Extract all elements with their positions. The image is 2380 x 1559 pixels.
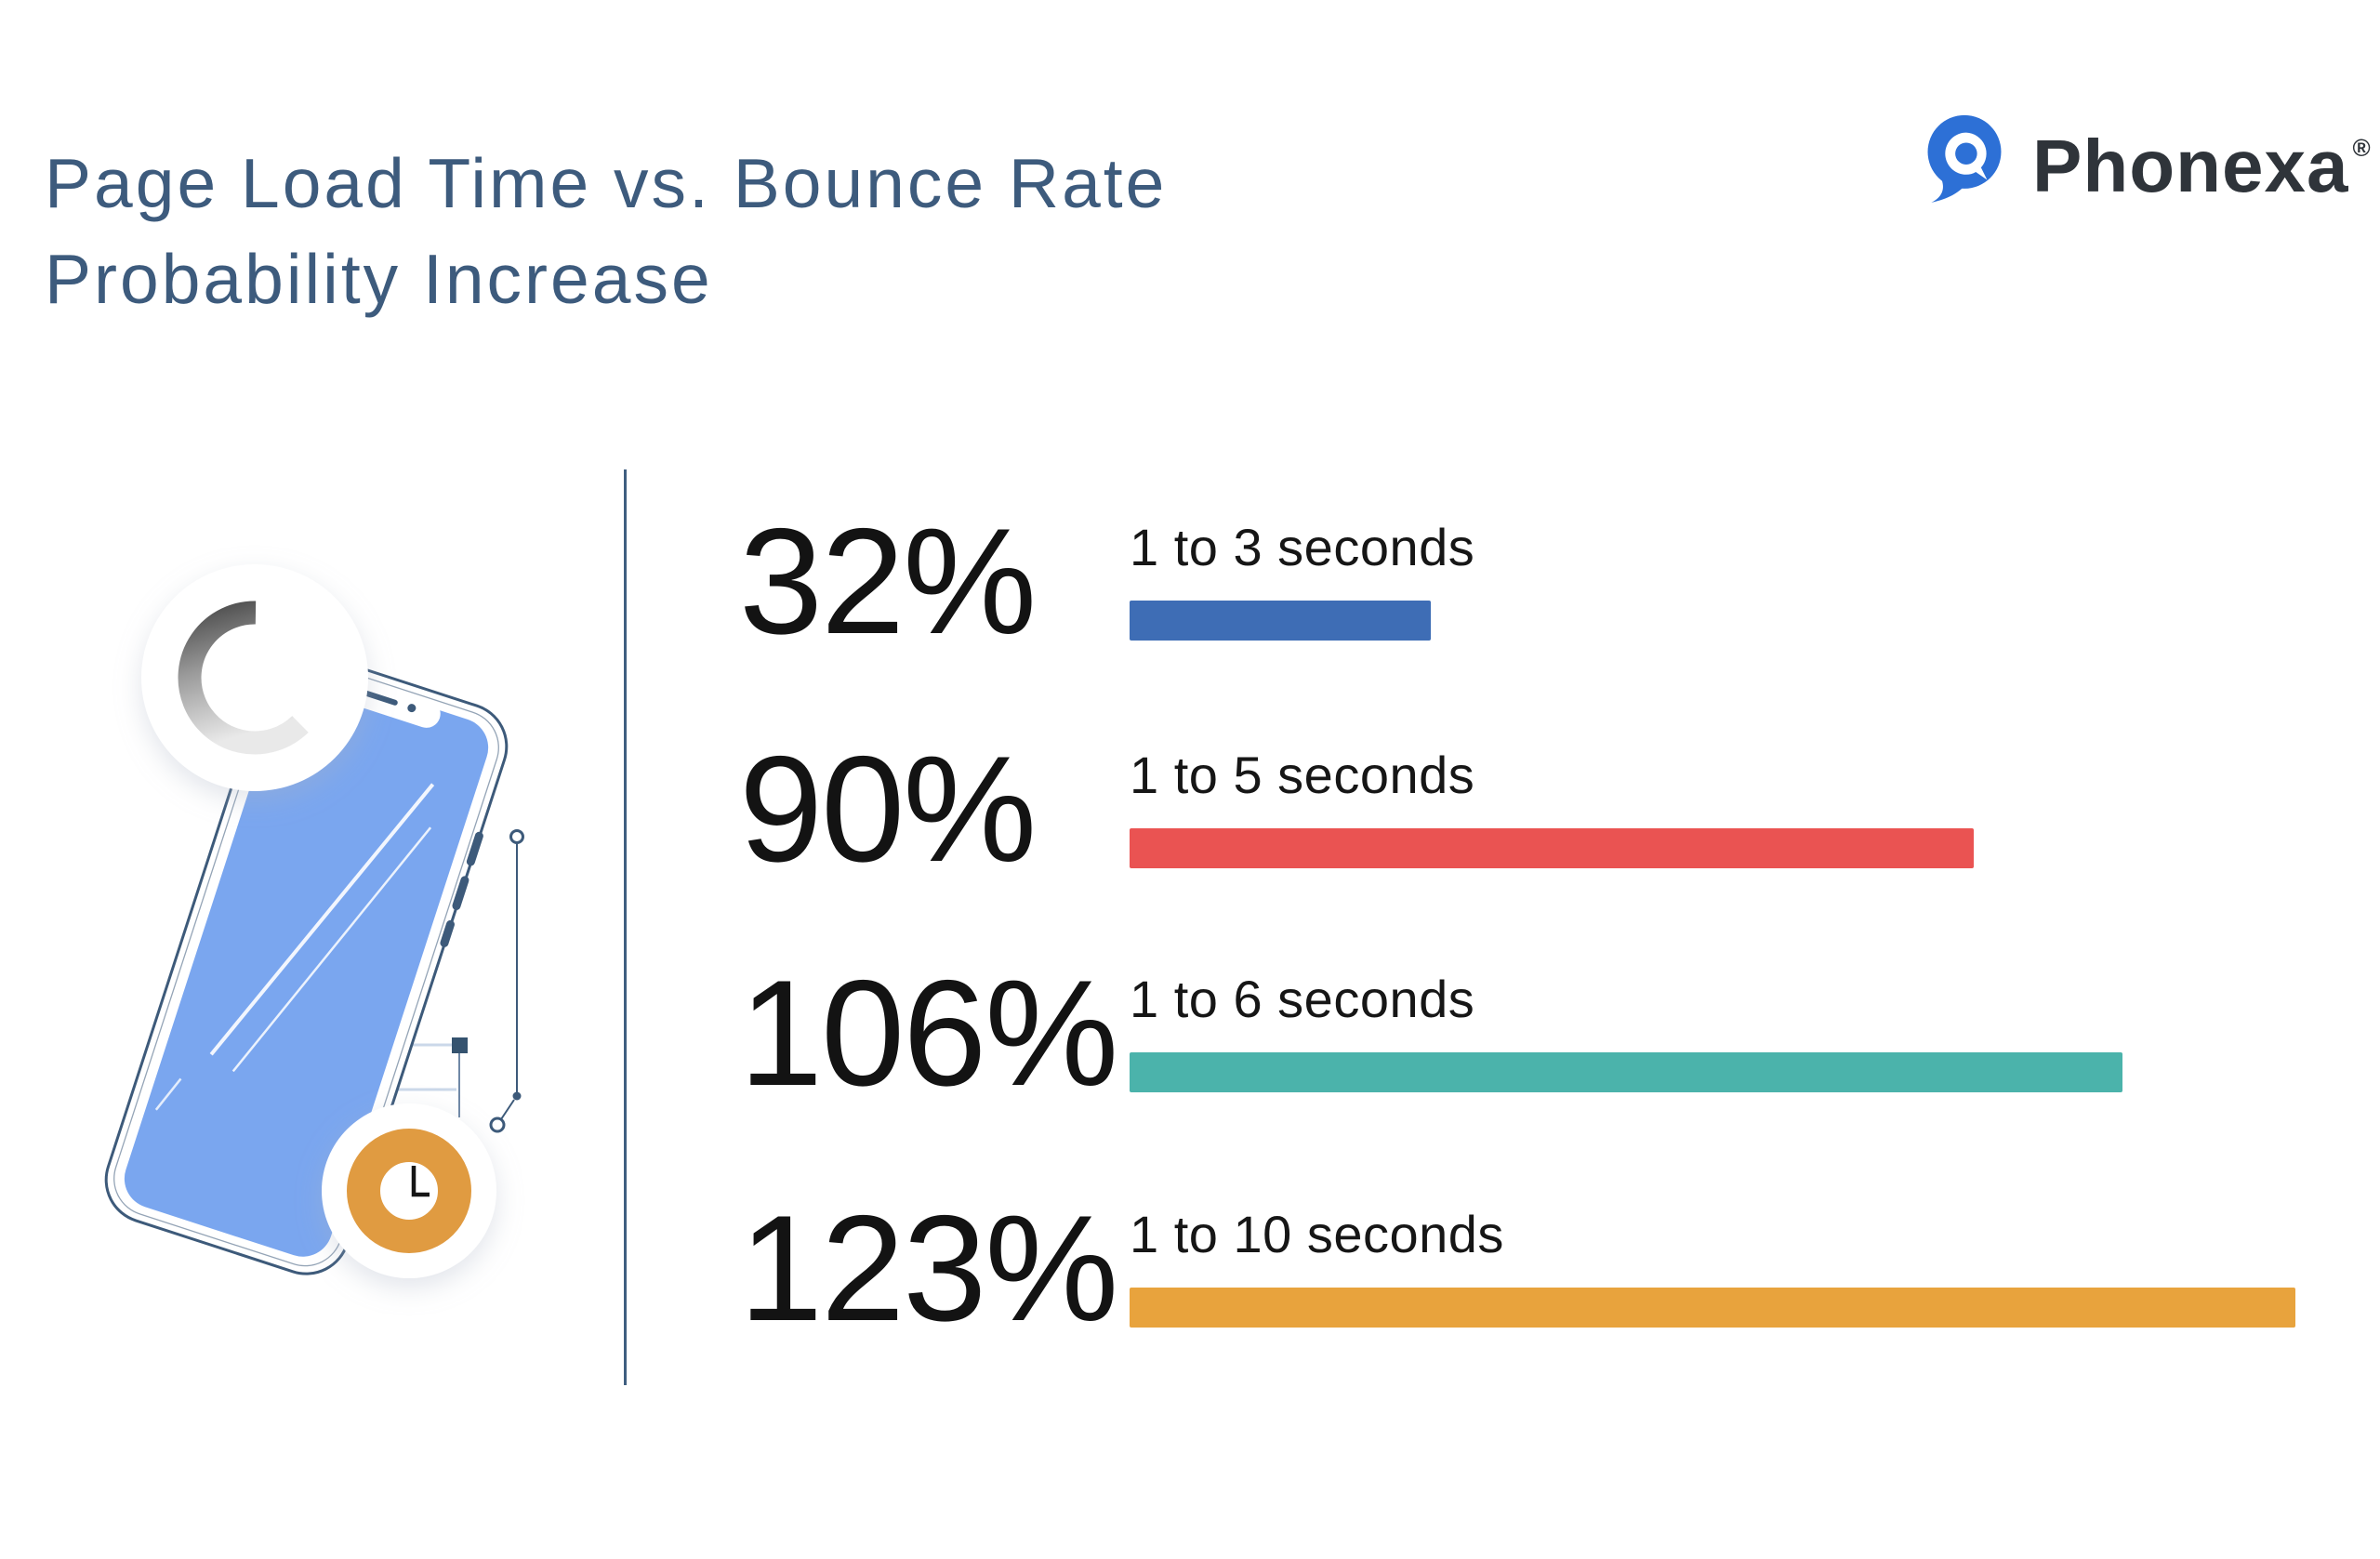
phone-loading-illustration — [104, 564, 524, 1278]
bar — [1130, 828, 1974, 868]
brand-logo: Phonexa ® — [1921, 102, 2372, 212]
registered-mark: ® — [2352, 134, 2372, 162]
phone-side-buttons — [440, 831, 483, 947]
brand-name-text: Phonexa — [2032, 125, 2349, 207]
phone-camera — [407, 704, 416, 713]
smartphone-icon — [104, 651, 509, 1275]
page-title: Page Load Time vs. Bounce Rate Probabili… — [45, 136, 1167, 327]
bar-group: 1 to 6 seconds — [1130, 971, 2122, 1092]
bar — [1130, 1288, 2295, 1328]
category-label: 1 to 10 seconds — [1130, 1205, 1504, 1263]
dimension-line — [489, 829, 524, 1133]
category-label: 1 to 3 seconds — [1130, 518, 1475, 576]
value-label: 106% — [739, 949, 1118, 1117]
page-title-line-1: Page Load Time vs. Bounce Rate — [45, 144, 1168, 223]
brand-name: Phonexa ® — [2032, 102, 2372, 212]
phone-speaker — [364, 690, 398, 706]
chart-row: 106% 1 to 6 seconds — [739, 958, 2380, 1116]
blueprint-node-square — [452, 1037, 468, 1053]
clock-icon — [322, 1103, 496, 1278]
category-label: 1 to 6 seconds — [1130, 970, 1475, 1028]
bar-group: 1 to 10 seconds — [1130, 1207, 2295, 1328]
bar — [1130, 601, 1431, 641]
value-label: 32% — [739, 497, 1037, 666]
phonexa-pin-icon — [1927, 114, 2002, 203]
chart-row: 32% 1 to 3 seconds — [739, 507, 2380, 665]
value-label: 90% — [739, 725, 1037, 893]
bar-group: 1 to 3 seconds — [1130, 520, 1474, 641]
category-label: 1 to 5 seconds — [1130, 746, 1475, 804]
phone-screen — [124, 669, 489, 1257]
loading-spinner-icon — [141, 564, 368, 791]
page-title-line-2: Probability Increase — [45, 240, 713, 319]
chart-row: 90% 1 to 5 seconds — [739, 734, 2380, 892]
divider-line — [624, 469, 627, 1385]
bar — [1130, 1052, 2122, 1092]
chart-row: 123% 1 to 10 seconds — [739, 1194, 2380, 1352]
bar-group: 1 to 5 seconds — [1130, 747, 1974, 868]
value-label: 123% — [739, 1184, 1118, 1353]
